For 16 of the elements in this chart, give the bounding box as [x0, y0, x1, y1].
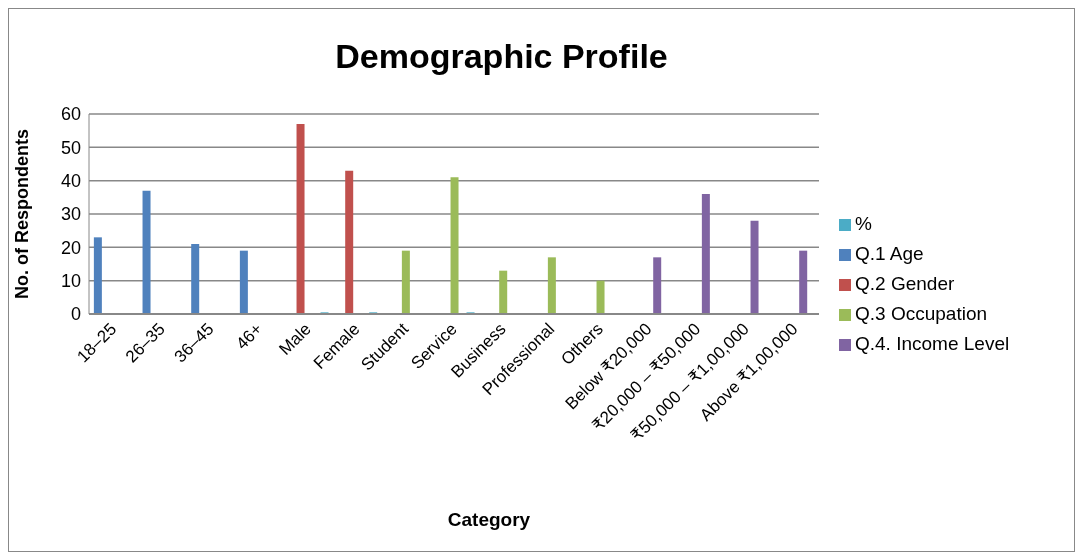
- y-tick-label: 50: [60, 137, 81, 158]
- x-axis-title: Category: [446, 509, 532, 531]
- y-tick-label: 0: [70, 304, 81, 325]
- legend-label: Q.1 Age: [855, 243, 924, 264]
- legend-label: Q.4. Income Level: [855, 333, 1010, 354]
- y-tick-label: 10: [60, 271, 81, 292]
- legend-label: Q.3 Occupation: [855, 303, 988, 324]
- y-axis-title: No. of Respondents: [12, 129, 33, 299]
- legend-label: Q.2 Gender: [855, 273, 955, 294]
- y-tick-label: 60: [60, 104, 81, 125]
- chart-title: Demographic Profile: [334, 36, 669, 77]
- legend-label: %: [855, 213, 872, 234]
- y-tick-label: 40: [60, 171, 81, 192]
- y-tick-label: 20: [60, 237, 81, 258]
- x-tick-label: 46+: [232, 319, 267, 354]
- y-tick-label: 30: [60, 204, 81, 225]
